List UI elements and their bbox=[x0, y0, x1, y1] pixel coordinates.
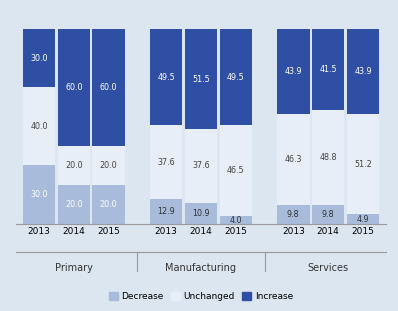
Text: 20.0: 20.0 bbox=[65, 161, 83, 170]
Text: 37.6: 37.6 bbox=[192, 161, 210, 170]
Text: 46.3: 46.3 bbox=[285, 155, 302, 164]
Text: 4.9: 4.9 bbox=[357, 215, 369, 224]
Bar bbox=[185, 129, 217, 203]
Legend: Decrease, Unchanged, Increase: Decrease, Unchanged, Increase bbox=[109, 292, 293, 301]
Text: 41.5: 41.5 bbox=[319, 65, 337, 74]
Bar bbox=[220, 29, 252, 125]
Bar bbox=[220, 125, 252, 216]
Bar bbox=[347, 214, 379, 224]
Text: 30.0: 30.0 bbox=[30, 53, 48, 63]
Bar bbox=[23, 87, 55, 165]
Bar bbox=[220, 216, 252, 224]
Bar bbox=[92, 146, 125, 185]
Bar bbox=[277, 29, 310, 114]
Bar bbox=[150, 125, 182, 199]
Bar bbox=[347, 29, 379, 114]
Bar bbox=[92, 29, 125, 146]
Text: 43.9: 43.9 bbox=[285, 67, 302, 76]
Bar bbox=[277, 205, 310, 224]
Bar bbox=[312, 109, 344, 205]
Bar bbox=[185, 203, 217, 224]
Bar bbox=[312, 205, 344, 224]
Text: 10.9: 10.9 bbox=[192, 209, 210, 218]
Text: 43.9: 43.9 bbox=[354, 67, 372, 76]
Text: 37.6: 37.6 bbox=[157, 158, 175, 167]
Bar bbox=[150, 29, 182, 125]
Text: 20.0: 20.0 bbox=[100, 161, 117, 170]
Bar bbox=[23, 29, 55, 87]
Text: Manufacturing: Manufacturing bbox=[166, 262, 236, 272]
Text: 30.0: 30.0 bbox=[30, 190, 48, 199]
Bar bbox=[150, 199, 182, 224]
Text: 60.0: 60.0 bbox=[100, 83, 117, 92]
Text: 40.0: 40.0 bbox=[30, 122, 48, 131]
Bar bbox=[312, 29, 344, 109]
Text: 46.5: 46.5 bbox=[227, 166, 245, 175]
Bar bbox=[185, 29, 217, 129]
Text: 12.9: 12.9 bbox=[157, 207, 175, 216]
Bar bbox=[23, 165, 55, 224]
Bar bbox=[277, 114, 310, 205]
Text: 4.0: 4.0 bbox=[230, 216, 242, 225]
Bar bbox=[347, 114, 379, 214]
Text: 20.0: 20.0 bbox=[100, 200, 117, 209]
Text: 9.8: 9.8 bbox=[287, 210, 300, 219]
Bar bbox=[58, 29, 90, 146]
Text: 9.8: 9.8 bbox=[322, 210, 334, 219]
Text: 51.5: 51.5 bbox=[192, 75, 210, 84]
Text: 20.0: 20.0 bbox=[65, 200, 83, 209]
Text: Services: Services bbox=[308, 262, 349, 272]
Text: 60.0: 60.0 bbox=[65, 83, 83, 92]
Bar bbox=[92, 185, 125, 224]
Text: Primary: Primary bbox=[55, 262, 93, 272]
Text: 48.8: 48.8 bbox=[319, 153, 337, 162]
Text: 49.5: 49.5 bbox=[227, 73, 245, 81]
Text: 51.2: 51.2 bbox=[354, 160, 372, 169]
Text: 49.5: 49.5 bbox=[157, 73, 175, 81]
Bar bbox=[58, 146, 90, 185]
Bar bbox=[58, 185, 90, 224]
